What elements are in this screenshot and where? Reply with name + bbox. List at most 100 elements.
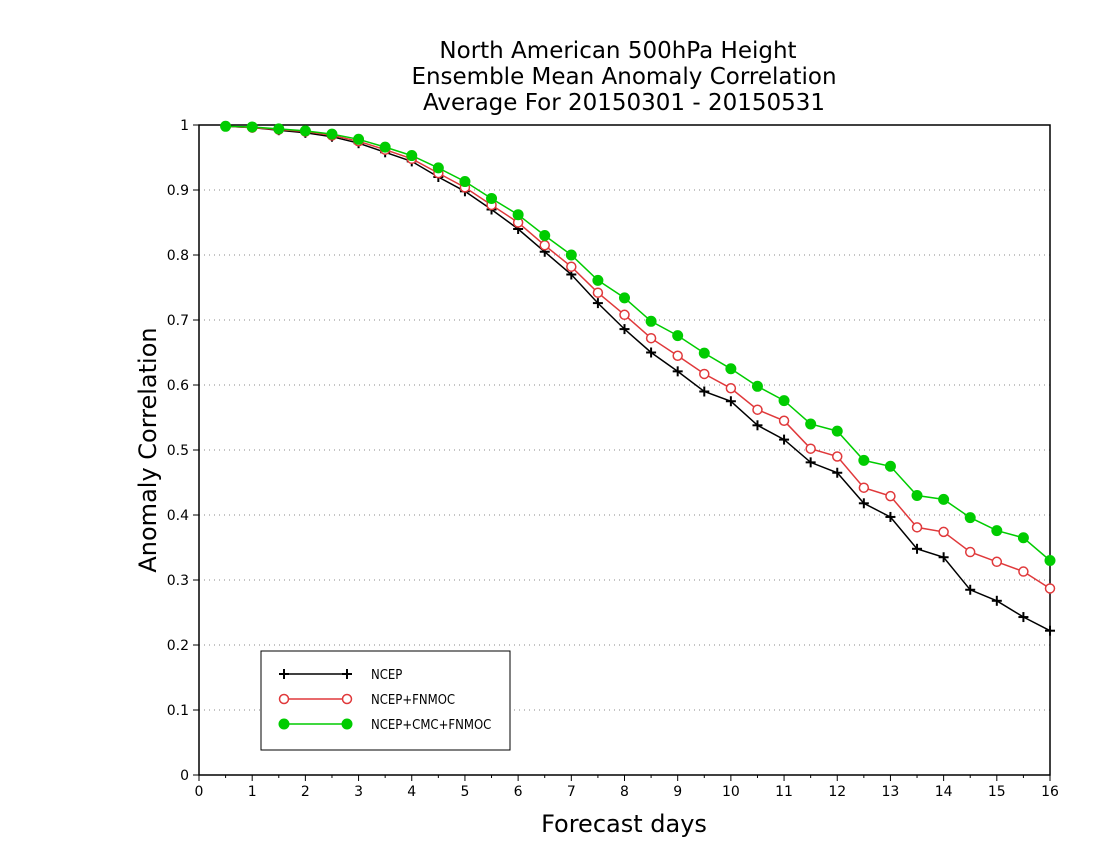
- series-line-ncep-fnmoc: [225, 125, 1051, 590]
- data-point-ncep-cmc-fnmoc: [486, 192, 498, 204]
- y-tick-label: 0.7: [167, 313, 189, 329]
- series-line-ncep: [225, 125, 1051, 632]
- data-point-ncep: [646, 347, 657, 358]
- y-tick-label: 0.4: [167, 508, 189, 524]
- y-tick-label: 0.1: [167, 703, 189, 719]
- series-ncep: [220, 121, 1055, 636]
- x-axis: 0 1 2 3 4 5 6 7 8 9 10 11 12 13 14 15 16: [195, 775, 1059, 800]
- data-point-ncep: [832, 467, 843, 478]
- data-point-ncep: [779, 434, 790, 445]
- data-point-ncep: [991, 595, 1002, 606]
- y-tick-label: 0.8: [167, 248, 189, 264]
- x-tick-label: 15: [988, 784, 1006, 800]
- legend-marker-ncep-cmc-fnmoc: [278, 718, 290, 730]
- data-point-ncep-fnmoc: [778, 415, 790, 426]
- data-point-ncep-cmc-fnmoc: [1044, 555, 1056, 566]
- data-point-ncep-cmc-fnmoc: [725, 363, 737, 375]
- data-point-ncep: [805, 457, 816, 468]
- data-point-ncep-cmc-fnmoc: [645, 315, 657, 327]
- data-point-ncep: [752, 420, 763, 431]
- legend-marker-ncep: [342, 669, 352, 679]
- data-point-ncep-cmc-fnmoc: [299, 125, 311, 137]
- data-point-ncep-cmc-fnmoc: [991, 525, 1003, 537]
- data-point-ncep-cmc-fnmoc: [698, 347, 710, 359]
- data-point-ncep-fnmoc: [991, 556, 1003, 568]
- data-point-ncep-cmc-fnmoc: [1017, 532, 1029, 544]
- data-point-ncep: [592, 298, 603, 309]
- data-point-ncep-fnmoc: [566, 261, 577, 272]
- data-point-ncep-cmc-fnmoc: [539, 230, 551, 241]
- data-point-ncep-fnmoc: [672, 350, 683, 361]
- x-tick-label: 5: [460, 784, 469, 800]
- x-tick-label: 3: [354, 784, 363, 800]
- x-tick-label: 10: [722, 784, 740, 800]
- data-point-ncep-cmc-fnmoc: [964, 512, 976, 524]
- data-point-ncep-cmc-fnmoc: [406, 150, 418, 162]
- x-tick-label: 7: [567, 784, 576, 800]
- data-point-ncep: [858, 498, 869, 509]
- data-point-ncep-fnmoc: [539, 240, 550, 251]
- data-point-ncep-cmc-fnmoc: [353, 133, 365, 145]
- x-tick-label: 8: [620, 784, 629, 800]
- data-point-ncep-cmc-fnmoc: [884, 460, 896, 472]
- title-line-1: North American 500hPa Height: [439, 38, 796, 64]
- data-point-ncep: [885, 511, 896, 522]
- title-line-3: Average For 20150301 - 20150531: [423, 90, 825, 116]
- data-point-ncep-cmc-fnmoc: [432, 162, 444, 174]
- series-ncep-fnmoc: [220, 121, 1056, 594]
- x-tick-label: 11: [775, 784, 793, 800]
- data-point-ncep: [699, 386, 710, 397]
- data-point-ncep-cmc-fnmoc: [326, 128, 338, 140]
- data-point-ncep-cmc-fnmoc: [858, 454, 870, 466]
- data-point-ncep-cmc-fnmoc: [512, 209, 524, 221]
- x-tick-label: 16: [1041, 784, 1059, 800]
- data-point-ncep-fnmoc: [964, 546, 976, 558]
- gridlines: [199, 189, 1050, 711]
- series-ncep-cmc-fnmoc: [220, 120, 1056, 566]
- x-axis-label: Forecast days: [541, 810, 707, 838]
- data-point-ncep-fnmoc: [725, 383, 737, 394]
- legend-label-ncep-cmc-fnmoc: NCEP+CMC+FNMOC: [371, 718, 491, 733]
- y-tick-label: 0.6: [167, 378, 189, 394]
- x-tick-label: 13: [882, 784, 900, 800]
- data-point-ncep: [965, 584, 976, 595]
- data-point-ncep-cmc-fnmoc: [379, 141, 391, 153]
- y-tick-label: 1: [180, 118, 189, 134]
- data-point-ncep-cmc-fnmoc: [459, 176, 471, 188]
- data-point-ncep-cmc-fnmoc: [938, 493, 950, 505]
- legend-label-ncep: NCEP: [371, 668, 402, 683]
- y-axis: 0 0.1 0.2 0.3 0.4 0.5 0.6 0.7 0.8 0.9 1: [167, 118, 199, 784]
- y-tick-label: 0.5: [167, 443, 189, 459]
- data-point-ncep-fnmoc: [699, 368, 710, 380]
- y-tick-label: 0.9: [167, 183, 189, 199]
- legend-marker-ncep-fnmoc: [341, 693, 353, 705]
- data-point-ncep-cmc-fnmoc: [273, 123, 285, 135]
- data-point-ncep-fnmoc: [805, 443, 816, 454]
- data-point-ncep-cmc-fnmoc: [220, 120, 232, 132]
- data-point-ncep-fnmoc: [619, 309, 630, 321]
- data-point-ncep-cmc-fnmoc: [751, 380, 763, 392]
- series-layer: [220, 120, 1056, 636]
- data-point-ncep: [672, 366, 683, 377]
- title-line-2: Ensemble Mean Anomaly Correlation: [411, 64, 836, 90]
- data-point-ncep-fnmoc: [1044, 583, 1056, 594]
- data-point-ncep-cmc-fnmoc: [672, 330, 684, 342]
- legend-box: [260, 650, 511, 751]
- data-point-ncep-cmc-fnmoc: [619, 292, 630, 304]
- data-point-ncep-fnmoc: [885, 490, 896, 502]
- y-tick-label: 0: [180, 768, 189, 784]
- data-point-ncep: [912, 543, 923, 554]
- data-point-ncep-fnmoc: [1018, 566, 1029, 577]
- x-tick-label: 1: [248, 784, 257, 800]
- legend-marker-ncep-fnmoc: [278, 693, 290, 705]
- data-point-ncep-cmc-fnmoc: [778, 395, 790, 407]
- data-point-ncep: [938, 552, 949, 563]
- legend-marker-ncep: [279, 669, 289, 679]
- data-point-ncep-fnmoc: [858, 482, 870, 493]
- y-tick-label: 0.3: [167, 573, 189, 589]
- legend: NCEP NCEP+FNMOC NCEP+CMC+FNMOC: [260, 650, 511, 751]
- data-point-ncep-cmc-fnmoc: [805, 418, 817, 430]
- data-point-ncep-fnmoc: [938, 526, 949, 538]
- data-point-ncep-cmc-fnmoc: [592, 274, 604, 286]
